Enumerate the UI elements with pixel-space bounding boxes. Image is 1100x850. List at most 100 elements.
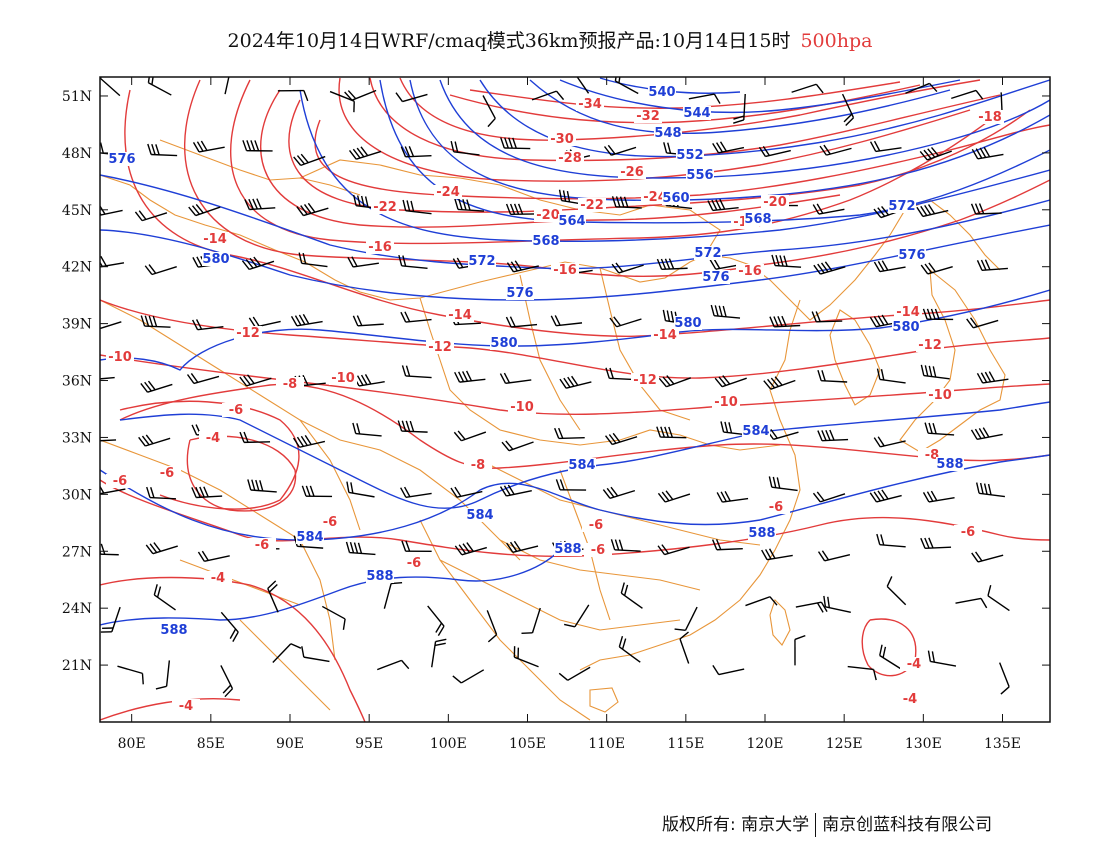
geopotential-label: 588 bbox=[160, 623, 187, 638]
wind-barb bbox=[919, 146, 952, 161]
geopotential-contour bbox=[100, 174, 1050, 270]
geopotential-label: 548 bbox=[654, 126, 681, 141]
geopotential-label: 556 bbox=[686, 168, 713, 183]
contour-label-bg bbox=[742, 424, 770, 438]
wind-barb bbox=[710, 304, 741, 319]
temperature-contour bbox=[184, 79, 1050, 278]
boundary-lines bbox=[100, 139, 1006, 721]
temperature-label: -4 bbox=[211, 571, 225, 586]
temperature-label: -12 bbox=[918, 338, 942, 353]
geopotential-label: 572 bbox=[888, 199, 915, 214]
wind-barb bbox=[197, 550, 230, 562]
wind-barb bbox=[605, 367, 636, 381]
contour-label-bg bbox=[532, 234, 560, 248]
wind-barb bbox=[970, 203, 1002, 215]
geopotential-contour bbox=[529, 79, 951, 135]
temperature-label: -6 bbox=[961, 525, 975, 540]
contour-label-bg bbox=[464, 458, 492, 472]
contour-label-bg bbox=[976, 110, 1004, 124]
wind-barb bbox=[191, 319, 224, 331]
geopotential-contour bbox=[409, 79, 1050, 202]
wind-barb bbox=[486, 610, 498, 643]
wind-barb bbox=[987, 585, 1010, 612]
wind-barb bbox=[712, 664, 745, 676]
temperature-contour bbox=[186, 435, 297, 512]
contour-label-bg bbox=[202, 252, 230, 266]
contour-label-bg bbox=[466, 508, 494, 522]
wind-barb bbox=[771, 254, 802, 268]
wind-barb bbox=[656, 258, 688, 271]
wind-barb bbox=[145, 542, 178, 555]
geopotential-label: 588 bbox=[936, 457, 963, 472]
contour-label-bg bbox=[554, 542, 582, 556]
contour-label-bg bbox=[900, 657, 928, 671]
wind-barb bbox=[576, 77, 590, 94]
map-frame bbox=[99, 76, 1051, 723]
lat-tick-label: 24N bbox=[62, 601, 92, 617]
lon-tick-label: 110E bbox=[588, 736, 625, 752]
lon-tick-label: 130E bbox=[905, 736, 942, 752]
wind-barb bbox=[763, 376, 796, 390]
contour-label-bg bbox=[618, 165, 646, 179]
geopotential-label: 580 bbox=[202, 252, 229, 267]
wind-barb bbox=[186, 373, 220, 385]
wind-barb bbox=[100, 485, 126, 495]
wind-barb bbox=[813, 261, 846, 275]
wind-barb bbox=[191, 486, 223, 499]
copyright-org2: 南京创蓝科技有限公司 bbox=[822, 815, 993, 835]
geopotential-contour bbox=[559, 79, 961, 114]
temperature-label: -10 bbox=[108, 350, 132, 365]
temperature-label: -10 bbox=[510, 400, 534, 415]
contour-label-bg bbox=[400, 556, 428, 570]
contour-label-bg bbox=[936, 457, 964, 471]
china-border bbox=[100, 174, 1001, 321]
lat-tick-label: 48N bbox=[62, 146, 92, 162]
contour-label-bg bbox=[201, 232, 229, 246]
temperature-label: -12 bbox=[633, 373, 657, 388]
wind-barb bbox=[711, 539, 743, 551]
wind-barb bbox=[301, 646, 330, 663]
temperature-label: -4 bbox=[907, 657, 921, 672]
wind-barb bbox=[277, 89, 309, 102]
india-border bbox=[100, 299, 361, 531]
wind-barb bbox=[347, 256, 379, 268]
lon-tick-label: 115E bbox=[667, 736, 704, 752]
japan-coast bbox=[899, 268, 1006, 453]
contour-label-bg bbox=[896, 692, 924, 706]
temperature-label: -4 bbox=[903, 692, 917, 707]
wind-barb bbox=[768, 476, 798, 492]
contour-label-bg bbox=[736, 264, 764, 278]
wind-barb bbox=[817, 369, 848, 383]
contour-label-bg bbox=[748, 526, 776, 540]
contour-label-bg bbox=[582, 518, 610, 532]
wind-barb bbox=[100, 376, 115, 380]
temperature-contour bbox=[369, 77, 1001, 162]
wind-barb bbox=[346, 481, 375, 498]
geopotential-label: 572 bbox=[468, 254, 495, 269]
contour-label-bg bbox=[892, 320, 920, 334]
temperature-label: -8 bbox=[925, 448, 939, 463]
copyright-separator bbox=[815, 813, 817, 837]
wind-barb bbox=[301, 485, 333, 498]
contour-label-bg bbox=[634, 109, 662, 123]
wind-barb bbox=[155, 660, 171, 690]
wind-barb bbox=[292, 434, 326, 448]
contour-label-bg bbox=[548, 132, 576, 146]
wind-barb bbox=[873, 436, 906, 448]
wind-barb bbox=[975, 482, 1005, 498]
lat-tick-label: 30N bbox=[62, 487, 92, 503]
wind-barb bbox=[922, 490, 955, 503]
temperature-contour bbox=[100, 698, 241, 721]
contour-label-bg bbox=[153, 466, 181, 480]
wind-barb bbox=[397, 420, 428, 433]
wind-barb bbox=[352, 422, 382, 437]
geopotential-label: 580 bbox=[892, 320, 919, 335]
wind-barb bbox=[506, 540, 539, 553]
wind-barb bbox=[927, 650, 957, 667]
taiwan-coast bbox=[769, 598, 791, 646]
wind-barb bbox=[922, 308, 954, 321]
geopotential-contour bbox=[100, 549, 561, 626]
wind-barb bbox=[812, 491, 846, 503]
wind-barb bbox=[920, 262, 953, 275]
wind-barb bbox=[817, 429, 849, 442]
